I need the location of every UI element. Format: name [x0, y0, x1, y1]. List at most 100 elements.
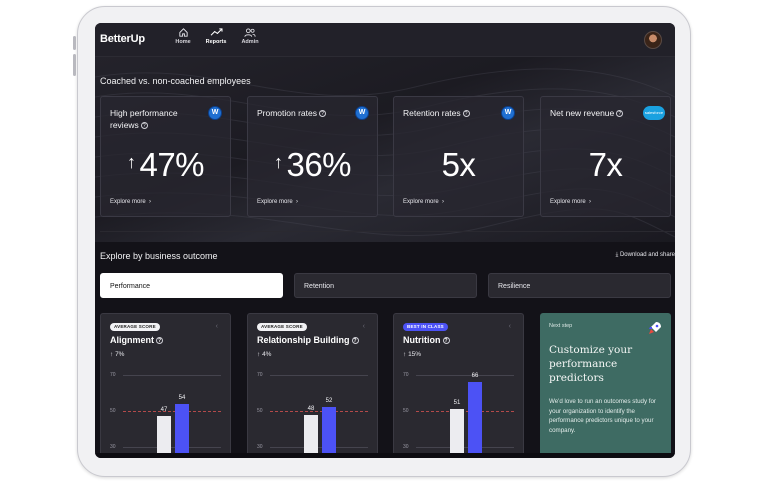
section-divider	[100, 231, 675, 232]
salesforce-badge-icon: salesforce	[643, 106, 665, 120]
stat-title: Promotion rates?	[257, 107, 349, 119]
axis-tick-30: 30	[257, 444, 263, 450]
axis-tick-50: 50	[403, 408, 409, 414]
reference-line	[416, 411, 514, 412]
stat-card-retention[interactable]: Retention rates? W 5x Explore more ›	[393, 96, 524, 217]
betterup-logo[interactable]: BetterUp	[100, 33, 145, 45]
axis-tick-50: 50	[110, 408, 116, 414]
help-icon[interactable]: ?	[351, 337, 359, 344]
gridline	[416, 375, 514, 376]
average-score-pill: AVERAGE SCORE	[257, 323, 307, 331]
help-icon[interactable]: ?	[319, 110, 326, 117]
axis-tick-70: 70	[403, 372, 409, 378]
arrow-up-icon: ↑	[403, 351, 407, 358]
metric-card-alignment[interactable]: AVERAGE SCORE ‹ Alignment? ↑ 7% 70 50 30…	[100, 313, 231, 458]
axis-tick-70: 70	[257, 372, 263, 378]
chevron-right-icon: ›	[442, 199, 445, 205]
help-icon[interactable]: ?	[140, 122, 148, 129]
help-icon[interactable]: ?	[462, 110, 470, 117]
bar-non-coached	[157, 416, 171, 458]
stat-card-revenue[interactable]: Net new revenue? salesforce 7x Explore m…	[540, 96, 671, 217]
tab-retention[interactable]: Retention	[294, 273, 477, 298]
bar-value-label: 66	[471, 373, 479, 380]
arrow-up-icon: ↑	[257, 351, 261, 358]
outcome-section-title: Explore by business outcome	[100, 251, 218, 261]
bar-non-coached	[304, 414, 318, 458]
home-icon	[178, 28, 188, 37]
axis-tick-70: 70	[110, 372, 116, 378]
metric-delta: ↑ 15%	[403, 351, 422, 358]
bottom-edge	[95, 453, 675, 458]
reference-line	[270, 411, 368, 412]
metric-title: Alignment?	[110, 335, 163, 345]
chevron-left-icon[interactable]: ‹	[508, 323, 511, 330]
tablet-button	[73, 36, 76, 50]
chevron-right-icon: ›	[296, 199, 299, 205]
stat-card-high-performance[interactable]: High performance reviews? W ↑ 47% Explore…	[100, 96, 231, 217]
stat-card-promotion[interactable]: Promotion rates? W ↑ 36% Explore more ›	[247, 96, 378, 217]
help-icon[interactable]: ?	[616, 110, 624, 117]
bar-coached	[322, 407, 336, 458]
users-icon	[244, 28, 256, 37]
arrow-up-icon: ↑	[273, 152, 283, 172]
bar-value-label: 47	[160, 407, 168, 414]
bar-non-coached	[450, 409, 464, 458]
nav-admin[interactable]: Admin	[233, 27, 267, 53]
help-icon[interactable]: ?	[156, 337, 163, 344]
explore-more-link[interactable]: Explore more ›	[110, 199, 152, 205]
workday-badge-icon: W	[208, 106, 222, 120]
workday-badge-icon: W	[501, 106, 515, 120]
download-share-button[interactable]: ⤓ Download and share	[615, 252, 675, 258]
explore-more-link[interactable]: Explore more ›	[403, 199, 445, 205]
metric-title: Nutrition?	[403, 335, 450, 345]
app-screen: BetterUp Home Reports Admin Coached vs. …	[95, 23, 675, 458]
stat-value: ↑ 47%	[126, 146, 205, 183]
metric-title: Relationship Building?	[257, 335, 359, 345]
arrow-up-icon: ↑	[126, 152, 136, 172]
bar-value-label: 51	[453, 400, 461, 407]
tab-resilience[interactable]: Resilience	[488, 273, 671, 298]
explore-more-link[interactable]: Explore more ›	[550, 199, 592, 205]
bar-value-label: 54	[178, 394, 186, 401]
stat-value: 7x	[588, 146, 623, 183]
stat-title: Net new revenue?	[550, 107, 642, 119]
next-step-label: Next step	[549, 323, 573, 329]
chevron-left-icon[interactable]: ‹	[215, 323, 218, 330]
bar-coached	[468, 382, 482, 458]
chevron-left-icon[interactable]: ‹	[362, 323, 365, 330]
top-navigation-bar: BetterUp Home Reports Admin	[95, 23, 675, 57]
axis-tick-30: 30	[110, 444, 116, 450]
next-step-card[interactable]: Next step Customize your performance pre…	[540, 313, 671, 458]
workday-badge-icon: W	[355, 106, 369, 120]
user-avatar[interactable]	[644, 31, 662, 49]
gridline	[270, 375, 368, 376]
help-icon[interactable]: ?	[442, 337, 450, 344]
nav-home[interactable]: Home	[166, 27, 200, 53]
gridline	[270, 447, 368, 448]
stat-value: 5x	[441, 146, 476, 183]
download-icon: ⤓	[615, 252, 619, 258]
stat-value: ↑ 36%	[273, 146, 352, 183]
axis-tick-50: 50	[257, 408, 263, 414]
metric-card-relationship-building[interactable]: AVERAGE SCORE ‹ Relationship Building? ↑…	[247, 313, 378, 458]
tablet-button	[73, 54, 76, 76]
explore-more-link[interactable]: Explore more ›	[257, 199, 299, 205]
metric-delta: ↑ 4%	[257, 351, 272, 358]
rocket-icon	[649, 322, 661, 334]
metric-card-nutrition[interactable]: BEST IN CLASS ‹ Nutrition? ↑ 15% 70 50 3…	[393, 313, 524, 458]
arrow-up-icon: ↑	[110, 351, 114, 358]
next-step-title: Customize your performance predictors	[549, 344, 633, 384]
stat-title: Retention rates?	[403, 107, 495, 119]
chevron-right-icon: ›	[589, 199, 592, 205]
tab-performance[interactable]: Performance	[100, 273, 283, 298]
gridline	[123, 375, 221, 376]
bar-coached	[175, 403, 189, 458]
axis-tick-30: 30	[403, 444, 409, 450]
average-score-pill: AVERAGE SCORE	[110, 323, 160, 331]
best-in-class-pill: BEST IN CLASS	[403, 323, 448, 331]
next-step-body: We'd love to run an outcomes study for y…	[549, 398, 656, 434]
gridline	[123, 447, 221, 448]
metric-delta: ↑ 7%	[110, 351, 125, 358]
bar-value-label: 52	[325, 398, 333, 405]
nav-reports[interactable]: Reports	[199, 27, 233, 53]
